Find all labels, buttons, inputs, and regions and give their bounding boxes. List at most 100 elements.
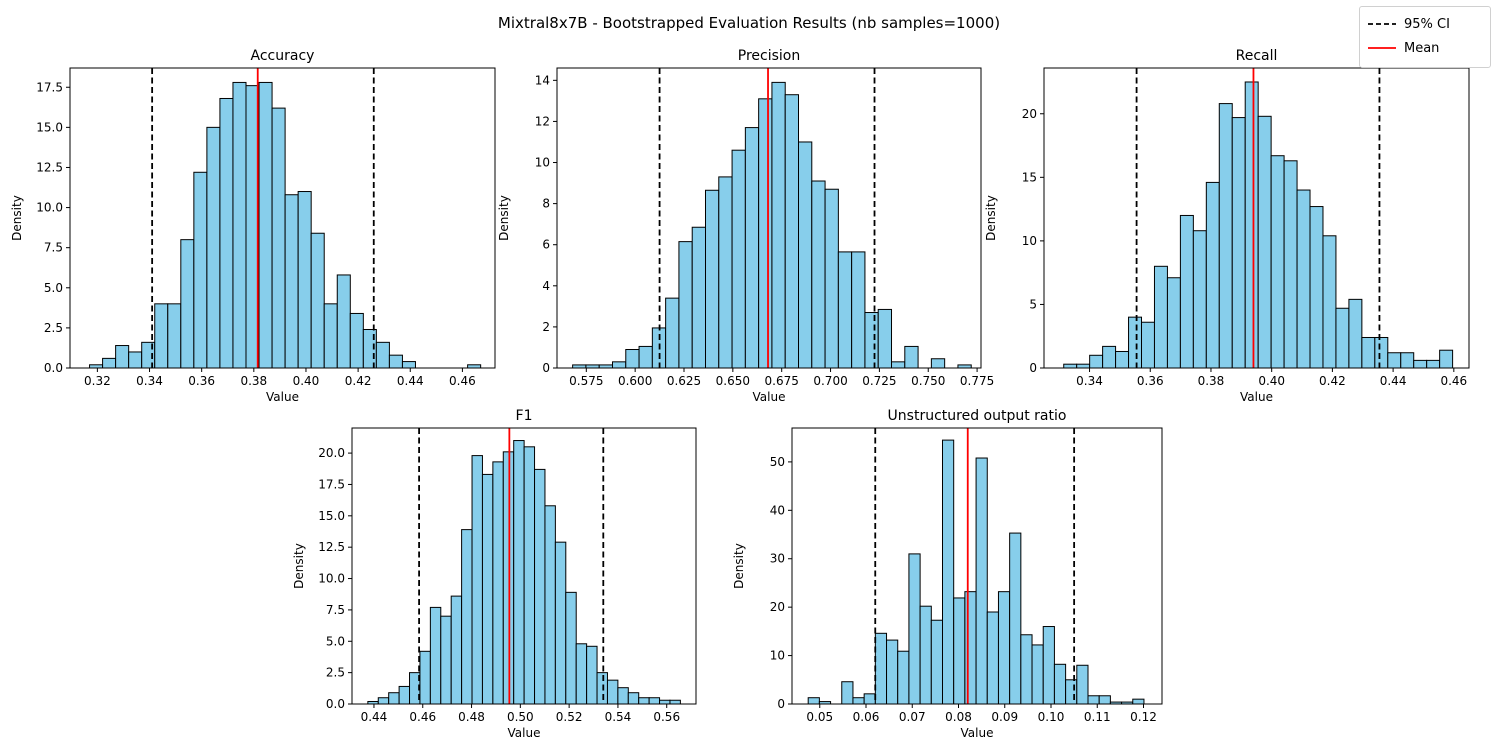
x-tick-label: 0.10 xyxy=(1038,710,1065,724)
histogram-bar xyxy=(811,180,826,369)
chart-panel-4: 0.44 0.46 0.48 0.50 0.52 0.54 0.56 0.0 2.5 5.0 7.5… xyxy=(292,408,697,740)
y-tick-label: 2.5 xyxy=(44,321,63,335)
histogram-bar xyxy=(1132,698,1145,705)
y-tick-label: 10 xyxy=(535,156,550,170)
histogram-bar xyxy=(398,685,411,705)
x-tick-label: 0.09 xyxy=(991,710,1018,724)
x-tick-label: 0.44 xyxy=(397,374,424,388)
y-tick-label: 17.5 xyxy=(318,477,345,491)
histogram-bar xyxy=(565,591,577,705)
histogram-bar xyxy=(659,699,671,705)
histogram-bar xyxy=(349,312,364,369)
y-tick-label: 10.0 xyxy=(36,201,63,215)
histogram-bar xyxy=(758,98,773,369)
histogram-bar xyxy=(851,251,866,369)
axes-frame xyxy=(556,67,982,369)
histogram-bar xyxy=(534,468,546,705)
dashed-line-icon xyxy=(1368,23,1396,25)
y-tick-label: 0.0 xyxy=(326,697,345,711)
histogram-bar xyxy=(154,303,169,369)
histogram-bar xyxy=(1231,117,1246,369)
x-tick-label: 0.11 xyxy=(1084,710,1111,724)
histogram-bar xyxy=(617,687,629,705)
histogram-bar xyxy=(1335,307,1350,369)
histogram-bar xyxy=(1166,277,1181,369)
axes-frame xyxy=(1043,67,1470,369)
histogram-bar xyxy=(492,461,504,705)
y-tick-label: 10 xyxy=(770,649,785,663)
x-tick-label: 0.40 xyxy=(1258,374,1285,388)
histogram-bar xyxy=(1009,532,1022,705)
histogram-bar xyxy=(471,455,483,705)
histogram-bar xyxy=(627,692,640,705)
histogram-bar xyxy=(1065,679,1078,705)
histogram-bar xyxy=(904,345,919,369)
histogram-bar xyxy=(1076,664,1089,705)
x-axis-label: Value xyxy=(508,726,541,740)
x-tick-label: 0.32 xyxy=(84,374,111,388)
y-tick-label: 0 xyxy=(777,697,785,711)
histogram-bar xyxy=(744,127,760,369)
histogram-bar xyxy=(1257,115,1272,369)
histogram-bar xyxy=(874,632,888,705)
histogram-bar xyxy=(1296,189,1311,369)
x-axis-label: Value xyxy=(961,726,994,740)
x-axis-label: Value xyxy=(266,390,299,404)
histogram-bar xyxy=(638,345,653,369)
histogram-bar xyxy=(219,97,234,369)
chart-title: Accuracy xyxy=(251,48,315,64)
y-tick-label: 2.5 xyxy=(326,666,345,680)
chart-title: Precision xyxy=(738,48,800,64)
histogram-bar xyxy=(886,639,899,705)
y-tick-label: 12.5 xyxy=(318,540,345,554)
chart-panel-3: 0.34 0.36 0.38 0.40 0.42 0.44 0.46 0 5 10 15 20 Reca… xyxy=(984,48,1470,404)
histogram-bar xyxy=(586,645,598,705)
histogram-bar xyxy=(1102,345,1117,369)
y-tick-label: 20 xyxy=(1022,107,1037,121)
histogram-bar xyxy=(864,312,879,369)
histogram-bar xyxy=(1270,155,1285,369)
histogram-bar xyxy=(837,251,853,369)
histogram-bar xyxy=(1192,230,1207,369)
figure-title: Mixtral8x7B - Bootstrapped Evaluation Re… xyxy=(497,14,1001,32)
histogram-bar xyxy=(180,239,195,369)
y-axis-label: Density xyxy=(10,195,24,241)
x-tick-label: 0.34 xyxy=(136,374,163,388)
histogram-bar xyxy=(611,361,627,369)
x-tick-label: 0.52 xyxy=(556,710,583,724)
legend-mean-label: Mean xyxy=(1404,40,1440,56)
x-tick-label: 0.650 xyxy=(716,374,750,388)
histogram-bar xyxy=(102,357,117,369)
y-tick-label: 15.0 xyxy=(36,120,63,134)
histogram-bar xyxy=(1153,265,1168,369)
histogram-bar xyxy=(919,605,932,705)
x-tick-label: 0.625 xyxy=(667,374,701,388)
y-tick-label: 0.0 xyxy=(44,361,63,375)
x-tick-label: 0.42 xyxy=(345,374,372,388)
y-tick-label: 10.0 xyxy=(318,572,345,586)
histogram-bar xyxy=(691,226,706,369)
histogram-bar xyxy=(1063,363,1078,369)
histogram-bar xyxy=(1413,359,1428,369)
histogram-bar xyxy=(1374,336,1389,369)
histogram-bar xyxy=(1205,181,1220,369)
y-tick-label: 5 xyxy=(1029,297,1037,311)
histogram-bar xyxy=(1361,336,1376,369)
histogram-bar xyxy=(388,692,400,705)
y-tick-label: 0 xyxy=(1029,361,1037,375)
histogram-bar xyxy=(625,349,640,369)
histogram-bar xyxy=(953,597,966,705)
x-tick-label: 0.46 xyxy=(449,374,476,388)
histogram-bar xyxy=(841,681,854,705)
histogram-bar xyxy=(1031,644,1044,705)
y-tick-label: 5.0 xyxy=(44,281,63,295)
histogram-bar xyxy=(731,149,746,369)
histogram-bar xyxy=(297,191,312,369)
histogram-bar xyxy=(375,341,390,369)
y-tick-label: 20.0 xyxy=(318,446,345,460)
y-tick-label: 12 xyxy=(535,114,550,128)
x-tick-label: 0.46 xyxy=(1440,374,1467,388)
histogram-bar xyxy=(771,81,786,369)
x-tick-label: 0.750 xyxy=(911,374,945,388)
